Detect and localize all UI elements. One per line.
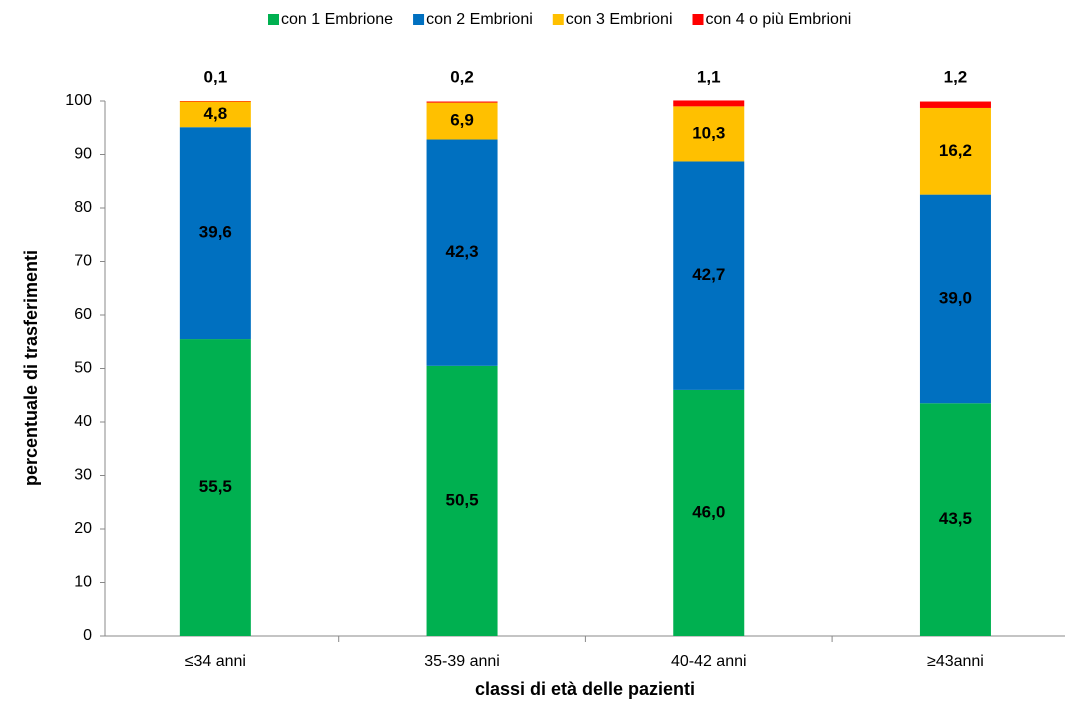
bar-segment: [179, 101, 251, 128]
legend-swatch: [413, 14, 425, 25]
data-label: 39,0: [939, 288, 972, 307]
legend-swatch: [552, 14, 564, 25]
y-tick-label: 50: [74, 360, 92, 377]
legend-swatch: [268, 14, 279, 25]
y-tick-label: 60: [74, 306, 92, 323]
data-label: 55,5: [199, 477, 232, 496]
bar-segment: [919, 107, 991, 195]
bar-segment: [673, 389, 745, 636]
data-label: 6,9: [450, 111, 474, 130]
x-tick-label: ≤34 anni: [185, 653, 246, 670]
y-tick-label: 0: [83, 627, 92, 644]
y-tick-label: 70: [74, 253, 92, 270]
legend-label: con 4 o più Embrioni: [706, 11, 852, 28]
bar-segment: [426, 139, 498, 366]
y-tick-label: 10: [74, 574, 92, 591]
bar-segment: [179, 339, 251, 636]
legend-label: con 3 Embrioni: [566, 11, 673, 28]
data-label: 0,1: [204, 67, 228, 86]
bar-segment: [673, 106, 745, 162]
bar-segment: [426, 101, 498, 103]
x-axis-title: classi di età delle pazienti: [475, 679, 695, 699]
data-label: 43,5: [939, 509, 972, 528]
y-tick-label: 80: [74, 199, 92, 216]
bar-segment: [673, 161, 745, 390]
data-label: 4,8: [204, 104, 228, 123]
bar-segment: [673, 100, 745, 107]
data-label: 1,2: [944, 67, 968, 86]
legend-label: con 2 Embrioni: [426, 11, 533, 28]
y-tick-label: 90: [74, 146, 92, 163]
data-label: 10,3: [692, 123, 725, 142]
bar-segment: [179, 127, 251, 340]
data-label: 46,0: [692, 502, 725, 521]
bar-segment: [919, 194, 991, 404]
y-tick-label: 40: [74, 413, 92, 430]
data-label: 1,1: [697, 67, 721, 86]
bar-segment: [426, 102, 498, 140]
y-tick-label: 100: [65, 92, 92, 109]
bar-segment: [426, 365, 498, 636]
y-tick-label: 20: [74, 520, 92, 537]
data-label: 39,6: [199, 223, 232, 242]
x-tick-label: 35-39 anni: [424, 653, 500, 670]
bar-segment: [179, 101, 251, 102]
legend-swatch: [692, 14, 704, 25]
data-label: 42,7: [692, 265, 725, 284]
data-label: 16,2: [939, 141, 972, 160]
legend-label: con 1 Embrione: [281, 11, 393, 28]
data-label: 0,2: [450, 67, 474, 86]
bar-segment: [919, 403, 991, 636]
bar-segment: [919, 101, 991, 108]
y-tick-label: 30: [74, 467, 92, 484]
data-label: 42,3: [446, 242, 479, 261]
x-tick-label: ≥43anni: [927, 653, 984, 670]
x-tick-label: 40-42 anni: [671, 653, 747, 670]
y-axis-title: percentuale di trasferimenti: [21, 250, 41, 486]
data-label: 50,5: [446, 490, 479, 509]
